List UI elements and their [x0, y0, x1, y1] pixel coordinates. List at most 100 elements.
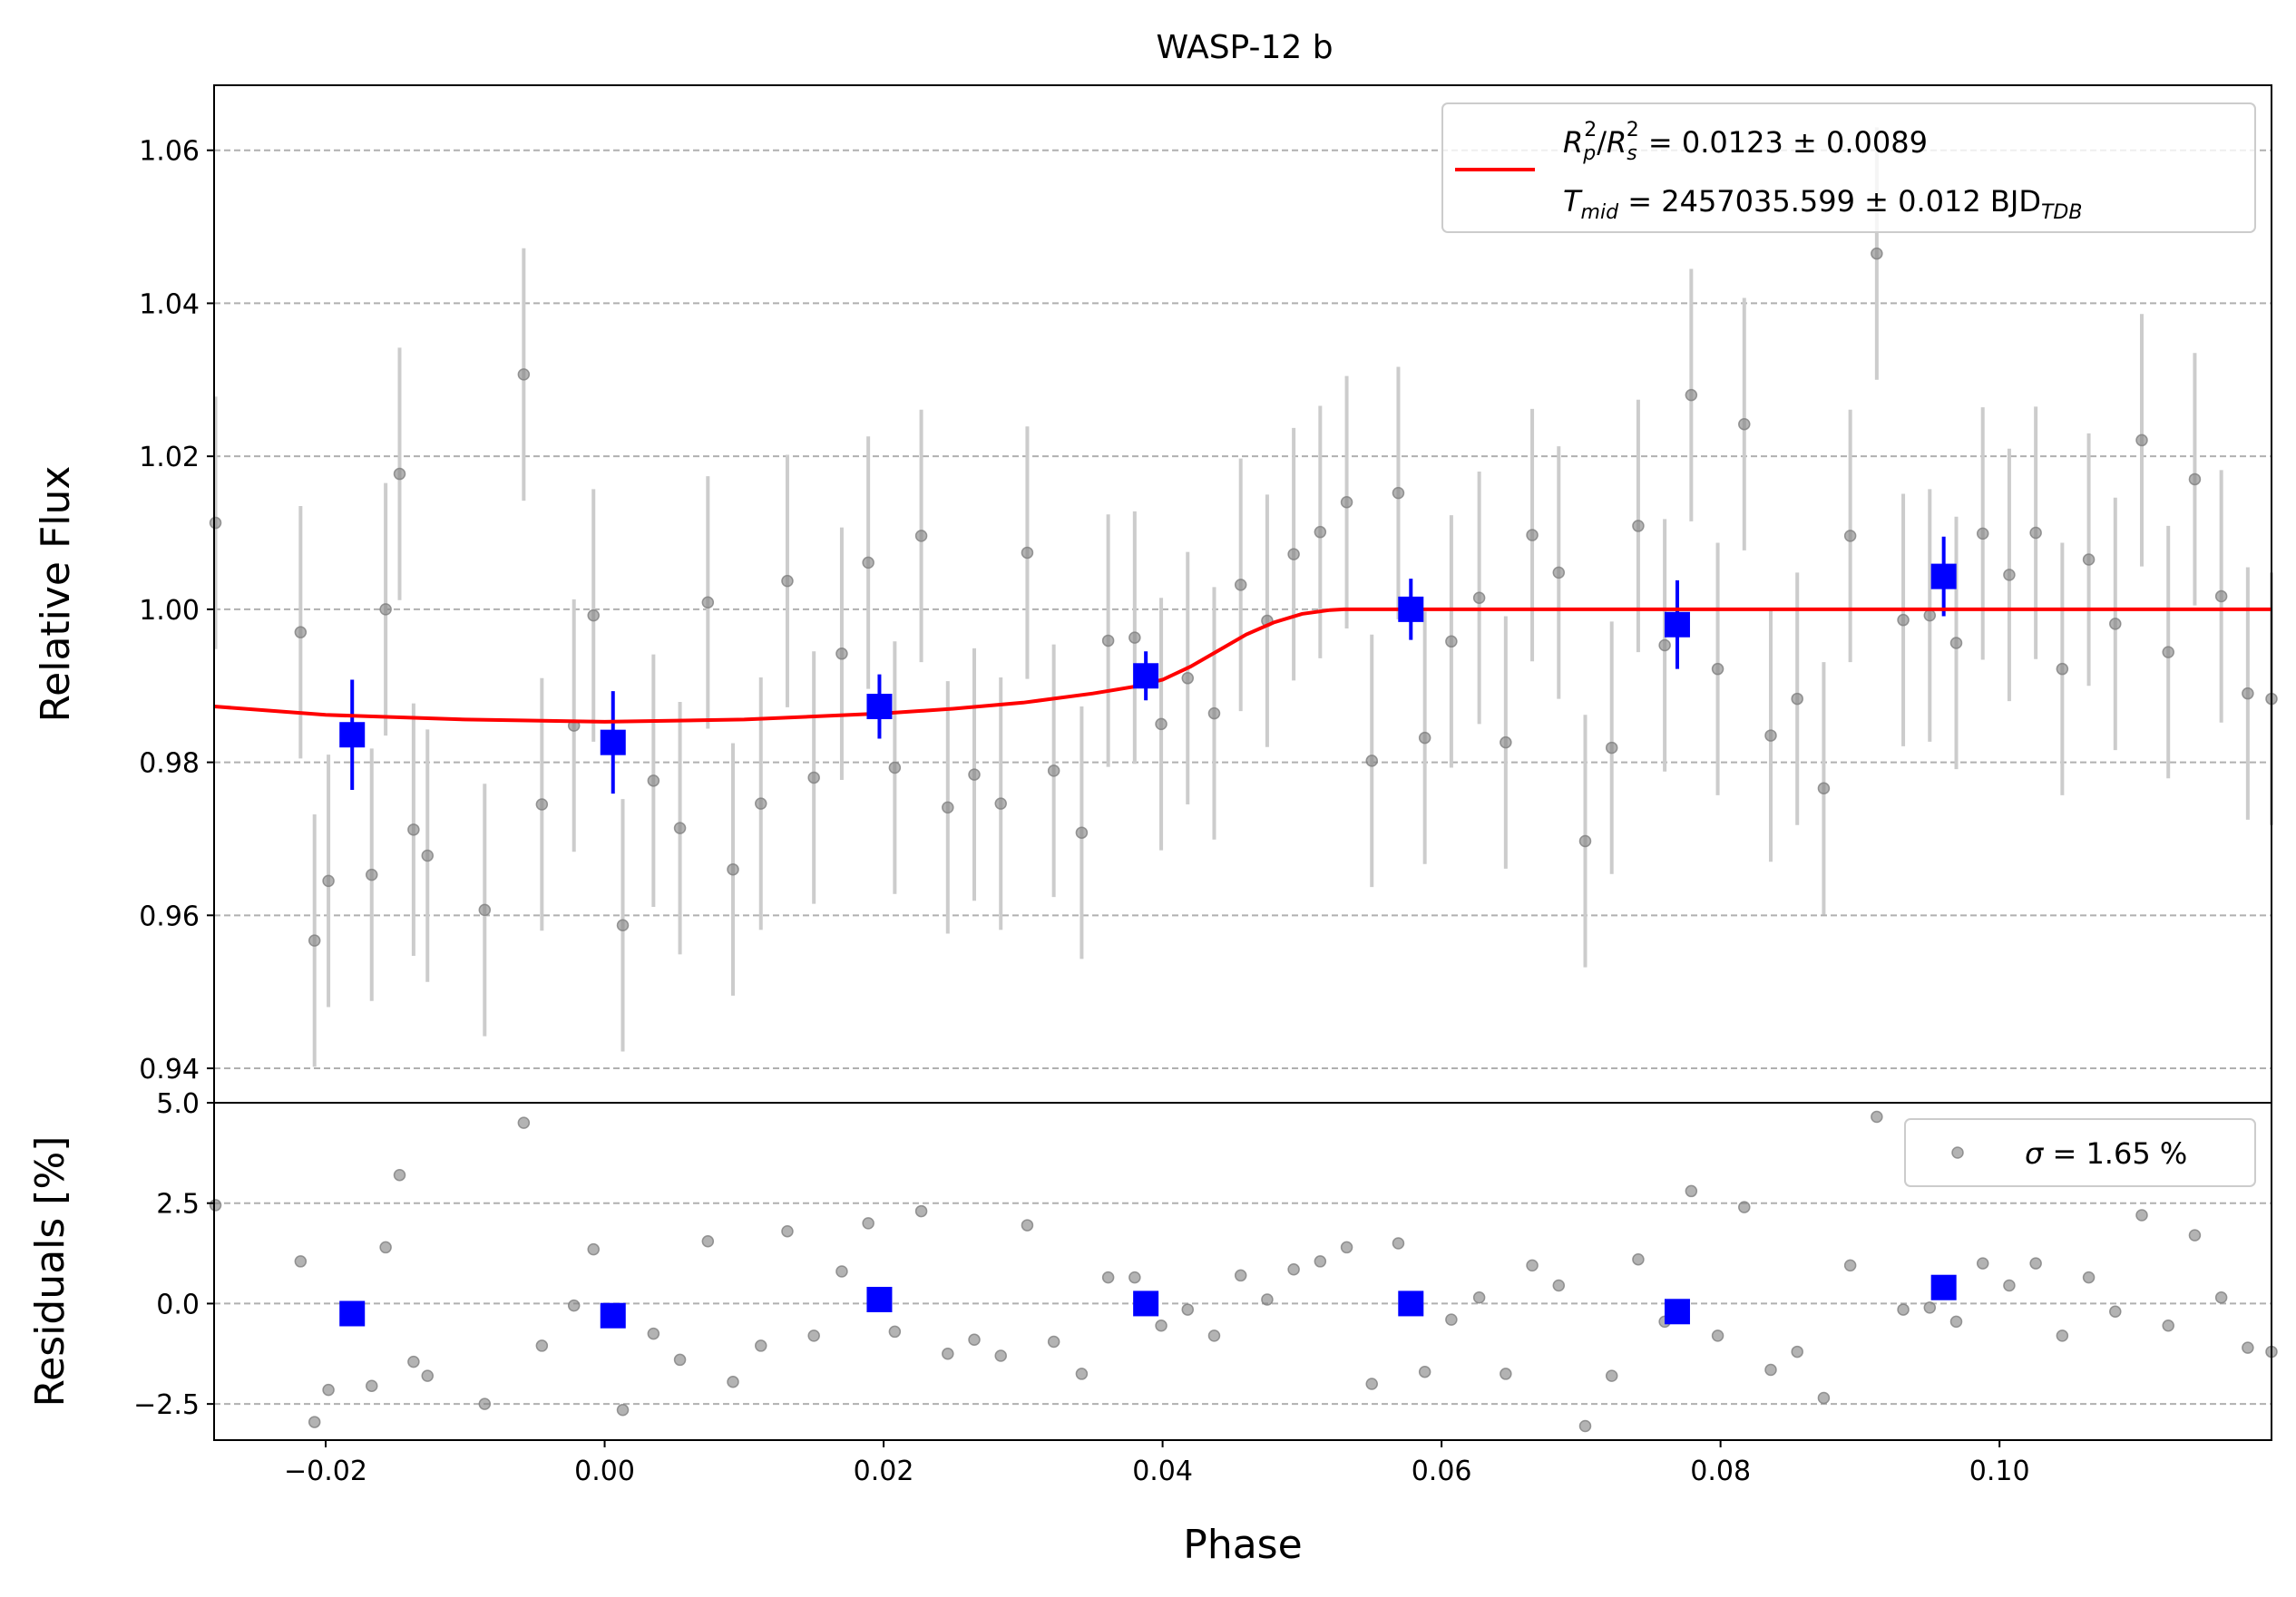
- raw-flux-point: [1552, 566, 1566, 579]
- binned-flux-point: [1398, 596, 1424, 622]
- raw-residual-point: [673, 1353, 687, 1367]
- raw-residual-point: [1897, 1303, 1910, 1316]
- raw-residual-point: [1526, 1259, 1539, 1272]
- legend-tmid-entry: Tmid = 2457035.599 ± 0.012 BJDTDB: [1563, 184, 2082, 224]
- raw-flux-point: [862, 556, 874, 570]
- raw-residual-point: [807, 1329, 820, 1342]
- raw-flux-point: [1340, 496, 1353, 509]
- residual-raw-points: [209, 1110, 2278, 1433]
- raw-residual-point: [294, 1255, 308, 1268]
- raw-residual-point: [942, 1348, 954, 1360]
- raw-residual-point: [535, 1339, 549, 1352]
- binned-residual-point: [339, 1300, 366, 1327]
- raw-residual-point: [1976, 1257, 1989, 1270]
- raw-flux-point: [308, 934, 321, 947]
- raw-residual-point: [322, 1383, 335, 1397]
- raw-flux-point: [1314, 525, 1327, 539]
- flux-plot-frame: [213, 84, 2272, 1104]
- binned-residual-point: [1664, 1299, 1690, 1325]
- raw-residual-point: [1764, 1363, 1777, 1377]
- flux-y-tick-label: 0.96: [139, 901, 200, 932]
- flux-y-tick-label: 0.94: [139, 1054, 200, 1086]
- raw-residual-point: [2188, 1229, 2202, 1242]
- residual-legend: σ = 1.65 %: [1904, 1118, 2256, 1187]
- raw-flux-point: [1128, 631, 1141, 644]
- flux-y-tick-label: 1.00: [139, 595, 200, 627]
- legend-t-symbol: T: [1563, 184, 1583, 219]
- x-tick-label: 0.08: [1690, 1456, 1751, 1487]
- raw-residual-point: [478, 1397, 492, 1410]
- raw-residual-point: [308, 1416, 321, 1428]
- raw-flux-point: [701, 596, 715, 609]
- raw-flux-point: [968, 768, 981, 781]
- raw-flux-point: [294, 626, 308, 638]
- flux-legend-box: [1441, 102, 2256, 233]
- binned-residual-point: [866, 1287, 893, 1312]
- raw-residual-point: [1047, 1335, 1060, 1349]
- raw-flux-point: [1526, 529, 1539, 541]
- raw-residual-point: [1472, 1291, 1486, 1304]
- legend-rp-subscript: p: [1582, 142, 1596, 165]
- raw-flux-point: [1287, 548, 1300, 560]
- raw-flux-point: [1365, 755, 1378, 767]
- raw-residual-point: [2056, 1329, 2069, 1342]
- legend-tmid-value: = 2457035.599 ± 0.012 BJD: [1618, 184, 2041, 219]
- raw-residual-point: [835, 1265, 848, 1278]
- legend-depth-entry: Rp2/Rs2 = 0.0123 ± 0.0089: [1563, 119, 1928, 165]
- raw-residual-point: [1791, 1345, 1803, 1358]
- flux-y-tick-label: 1.04: [139, 288, 200, 320]
- raw-flux-point: [673, 822, 687, 834]
- raw-flux-point: [1632, 520, 1645, 532]
- raw-flux-point: [1738, 417, 1751, 431]
- raw-residual-point: [1340, 1241, 1353, 1254]
- residual-y-tick-label: −2.5: [133, 1389, 200, 1421]
- raw-flux-point: [1976, 527, 1989, 540]
- legend-rs-superscript: 2: [1627, 119, 1639, 141]
- raw-residual-point: [1181, 1303, 1195, 1316]
- raw-residual-point: [517, 1116, 531, 1129]
- raw-residual-point: [2135, 1209, 2148, 1222]
- raw-residual-point: [209, 1199, 222, 1212]
- raw-residual-point: [1075, 1368, 1089, 1380]
- raw-residual-point: [2003, 1279, 2016, 1292]
- legend-sigma-entry: σ = 1.65 %: [2025, 1136, 2187, 1171]
- raw-flux-point: [942, 801, 954, 814]
- raw-residual-point: [1949, 1315, 1963, 1329]
- x-ticks: −0.02 0.00 0.02 0.04 0.06 0.08 0.10: [284, 1440, 2030, 1487]
- raw-residual-point: [421, 1369, 435, 1382]
- raw-flux-point: [421, 849, 435, 862]
- raw-residual-point: [754, 1339, 767, 1352]
- raw-residual-point: [1418, 1365, 1431, 1378]
- raw-flux-point: [393, 467, 406, 481]
- flux-y-tick-label: 1.02: [139, 442, 200, 473]
- residual-y-tick-label: 5.0: [156, 1088, 200, 1120]
- raw-flux-point: [1500, 735, 1512, 749]
- flux-raw-points: [209, 247, 2278, 947]
- raw-residual-point: [2162, 1319, 2174, 1332]
- raw-flux-point: [517, 368, 531, 381]
- raw-residual-point: [1578, 1419, 1592, 1433]
- raw-flux-point: [647, 774, 660, 787]
- raw-residual-point: [914, 1204, 928, 1218]
- raw-flux-point: [1658, 638, 1671, 652]
- raw-residual-point: [1817, 1391, 1831, 1405]
- x-axis-label: Phase: [1183, 1522, 1302, 1568]
- raw-residual-point: [407, 1355, 420, 1368]
- raw-flux-point: [1843, 530, 1857, 542]
- raw-flux-point: [1949, 637, 1963, 649]
- raw-residual-point: [1287, 1263, 1300, 1276]
- raw-residual-point: [1234, 1269, 1247, 1282]
- raw-flux-point: [1923, 609, 1937, 622]
- binned-flux-point: [866, 694, 893, 720]
- raw-flux-point: [1155, 717, 1168, 731]
- raw-residual-point: [1632, 1252, 1645, 1266]
- raw-flux-point: [914, 530, 928, 542]
- raw-flux-point: [1871, 247, 1883, 260]
- legend-mid-subscript: mid: [1581, 201, 1620, 224]
- raw-flux-point: [1472, 591, 1486, 604]
- residual-binned-points: [339, 1274, 1957, 1329]
- raw-flux-point: [1418, 731, 1431, 745]
- raw-flux-point: [835, 648, 848, 660]
- raw-residual-point: [994, 1349, 1007, 1362]
- flux-y-axis-label: Relative Flux: [33, 466, 79, 723]
